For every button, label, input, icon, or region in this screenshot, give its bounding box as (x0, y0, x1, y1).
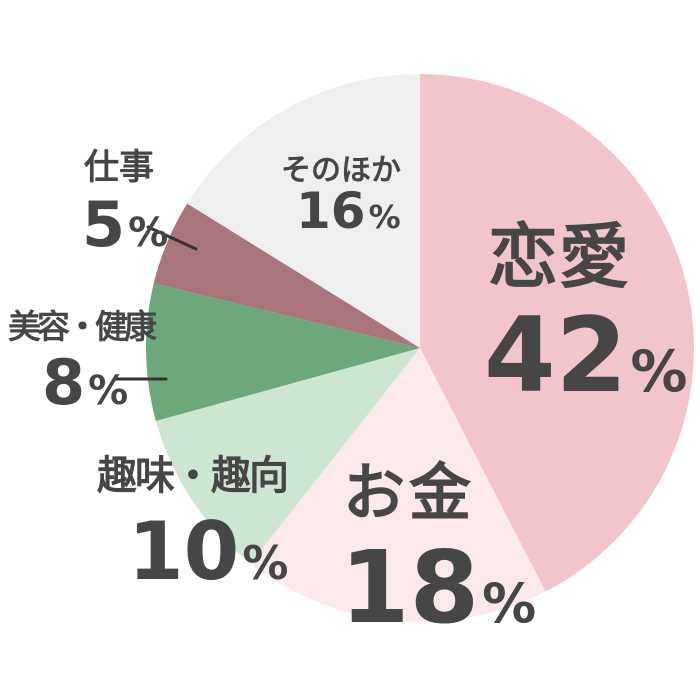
slice-value-money-number: 18 (340, 529, 480, 646)
slice-label-other: そのほか (281, 153, 401, 188)
slice-value-beauty-health-unit: % (88, 368, 129, 414)
slice-label-love: 恋愛 (488, 216, 630, 298)
pie-slices-group (146, 74, 694, 622)
slice-value-other: 16 % (296, 186, 401, 236)
pie-slice-0 (420, 74, 694, 592)
pie-slice-5 (187, 74, 420, 348)
slice-value-work: 5 % (82, 194, 168, 256)
slice-label-money: お金 (343, 456, 476, 529)
slice-value-hobby-unit: % (242, 536, 289, 590)
slice-value-love-unit: % (630, 339, 688, 405)
leader-line-work (146, 225, 198, 251)
slice-value-money: 18 % (340, 538, 536, 638)
slice-label-beauty-health: 美容・健康 (8, 307, 157, 346)
slice-value-work-unit: % (128, 210, 169, 256)
slice-label-hobby: 趣味・趣向 (97, 453, 289, 499)
pie-slice-4 (153, 203, 420, 348)
pie-slice-2 (155, 348, 421, 564)
pie-slice-3 (146, 283, 420, 422)
slice-value-work-number: 5 (82, 188, 126, 261)
slice-value-hobby-number: 10 (128, 505, 240, 598)
slice-value-love-number: 42 (484, 296, 628, 416)
slice-value-beauty-health: 8 % (42, 352, 128, 414)
slice-value-hobby: 10 % (128, 512, 288, 592)
pie-slice-1 (250, 348, 546, 622)
slice-label-work: 仕事 (84, 148, 155, 188)
slice-value-other-unit: % (368, 198, 401, 236)
slice-value-money-unit: % (482, 572, 537, 635)
slice-value-other-number: 16 (296, 182, 366, 240)
slice-value-beauty-health-number: 8 (42, 346, 86, 419)
slice-value-love: 42 % (484, 305, 687, 408)
